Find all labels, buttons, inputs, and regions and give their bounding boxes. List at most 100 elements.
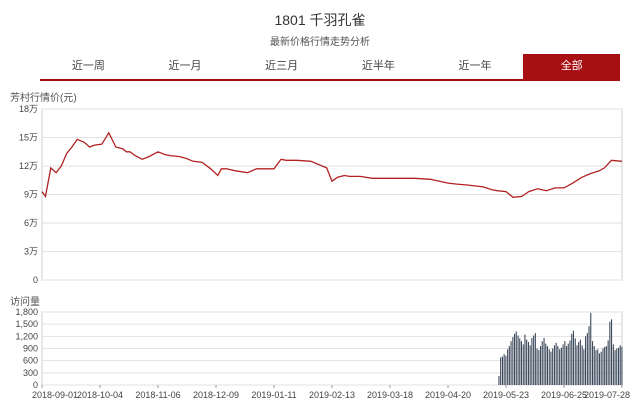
x-axis-tick-label: 2019-04-20 [425, 390, 471, 400]
volume-y-tick-label: 1,500 [15, 319, 38, 329]
volume-bar [524, 334, 526, 385]
volume-bar [579, 339, 581, 385]
volume-bar [560, 347, 562, 385]
volume-bar [585, 336, 587, 385]
volume-bar [590, 312, 592, 385]
volume-bar [595, 350, 597, 385]
x-axis-tick-label: 2019-06-25 [541, 390, 587, 400]
volume-bar [564, 341, 566, 385]
volume-bar [503, 354, 505, 385]
price-y-tick-label: 0 [33, 275, 38, 285]
volume-bar [533, 335, 535, 385]
volume-bar [529, 345, 531, 385]
volume-bar [541, 341, 543, 385]
volume-bar [510, 341, 512, 385]
tab-three-months[interactable]: 近三月 [265, 60, 299, 72]
price-axis-label: 芳村行情价(元) [10, 93, 77, 104]
volume-bar [540, 346, 542, 385]
volume-bar [616, 348, 618, 385]
volume-bar [588, 326, 590, 385]
period-tabs: 近一周 近一月 近三月 近半年 近一年 全部 [40, 54, 621, 81]
volume-bar [576, 345, 578, 385]
volume-y-tick-label: 1,800 [15, 307, 38, 317]
tab-half-year[interactable]: 近半年 [361, 60, 395, 72]
price-series-line [41, 131, 623, 199]
price-y-tick-label: 9万 [24, 190, 38, 200]
volume-bar [512, 337, 514, 385]
volume-bar [520, 341, 522, 385]
volume-bar [571, 333, 573, 385]
volume-bar [505, 355, 507, 385]
tab-week[interactable]: 近一周 [71, 60, 105, 72]
volume-axis-label: 访问量 [10, 297, 40, 308]
x-axis-tick-label: 2018-09-01 [32, 390, 78, 400]
volume-y-tick-label: 300 [23, 368, 38, 378]
volume-bar [569, 340, 571, 385]
price-y-tick-label: 6万 [24, 218, 38, 228]
volume-bar [597, 349, 599, 385]
volume-bar [611, 319, 613, 385]
volume-bar [507, 349, 509, 385]
volume-bar [526, 339, 528, 385]
x-axis-tick-label: 2018-12-09 [193, 390, 239, 400]
price-y-tick-label: 15万 [19, 133, 38, 143]
volume-bar [619, 345, 621, 385]
page-title: 1801 千羽孔雀 [274, 12, 366, 28]
volume-bar [498, 376, 500, 385]
volume-y-tick-label: 900 [23, 344, 38, 354]
volume-bar [534, 333, 536, 385]
price-y-tick-label: 12万 [19, 161, 38, 171]
volume-bar [583, 349, 585, 385]
volume-bar [527, 342, 529, 385]
volume-bar [536, 348, 538, 385]
volume-bar [567, 343, 569, 385]
volume-bar [614, 350, 616, 385]
volume-bar [552, 348, 554, 385]
volume-y-tick-label: 1,200 [15, 331, 38, 341]
volume-bar [545, 343, 547, 385]
volume-bar [519, 338, 521, 385]
volume-bar [548, 349, 550, 385]
volume-bar [550, 351, 552, 385]
x-axis-tick-label: 2019-05-23 [483, 390, 529, 400]
volume-bar [501, 356, 503, 385]
volume-bar [598, 353, 600, 385]
volume-bar [602, 348, 604, 385]
volume-bar [593, 346, 595, 385]
volume-bar [609, 321, 611, 385]
tab-all[interactable]: 全部 [523, 54, 621, 79]
volume-y-tick-label: 600 [23, 356, 38, 366]
volume-bar [586, 333, 588, 385]
price-y-tick-label: 18万 [19, 104, 38, 114]
volume-bar [553, 345, 555, 385]
tab-year[interactable]: 近一年 [458, 60, 492, 72]
volume-bar [517, 335, 519, 385]
x-axis-tick-label: 2019-03-18 [367, 390, 413, 400]
volume-bar [621, 346, 623, 385]
volume-bar [557, 346, 559, 385]
volume-bar [607, 340, 609, 385]
price-y-tick-label: 3万 [24, 247, 38, 257]
volume-bar [605, 346, 607, 385]
volume-bar [581, 345, 583, 385]
volume-bar [566, 346, 568, 385]
x-axis-tick-label: 2019-01-11 [251, 390, 296, 400]
tab-month[interactable]: 近一月 [168, 60, 202, 72]
page-subtitle: 最新价格行情走势分析 [270, 37, 370, 48]
volume-bar [508, 346, 510, 385]
volume-bar [618, 347, 620, 385]
volume-bar [592, 341, 594, 385]
volume-bar [555, 342, 557, 385]
volume-bar [612, 344, 614, 385]
volume-bar [514, 333, 516, 385]
volume-bar [578, 342, 580, 385]
volume-bar [574, 338, 576, 385]
x-axis-tick-label: 2018-10-04 [77, 390, 123, 400]
volume-bar [543, 338, 545, 385]
volume-bar [522, 344, 524, 385]
x-axis-tick-label: 2019-07-28 [584, 390, 630, 400]
volume-bar [546, 346, 548, 385]
volume-bar [604, 346, 606, 385]
x-axis-tick-label: 2019-02-13 [309, 390, 355, 400]
